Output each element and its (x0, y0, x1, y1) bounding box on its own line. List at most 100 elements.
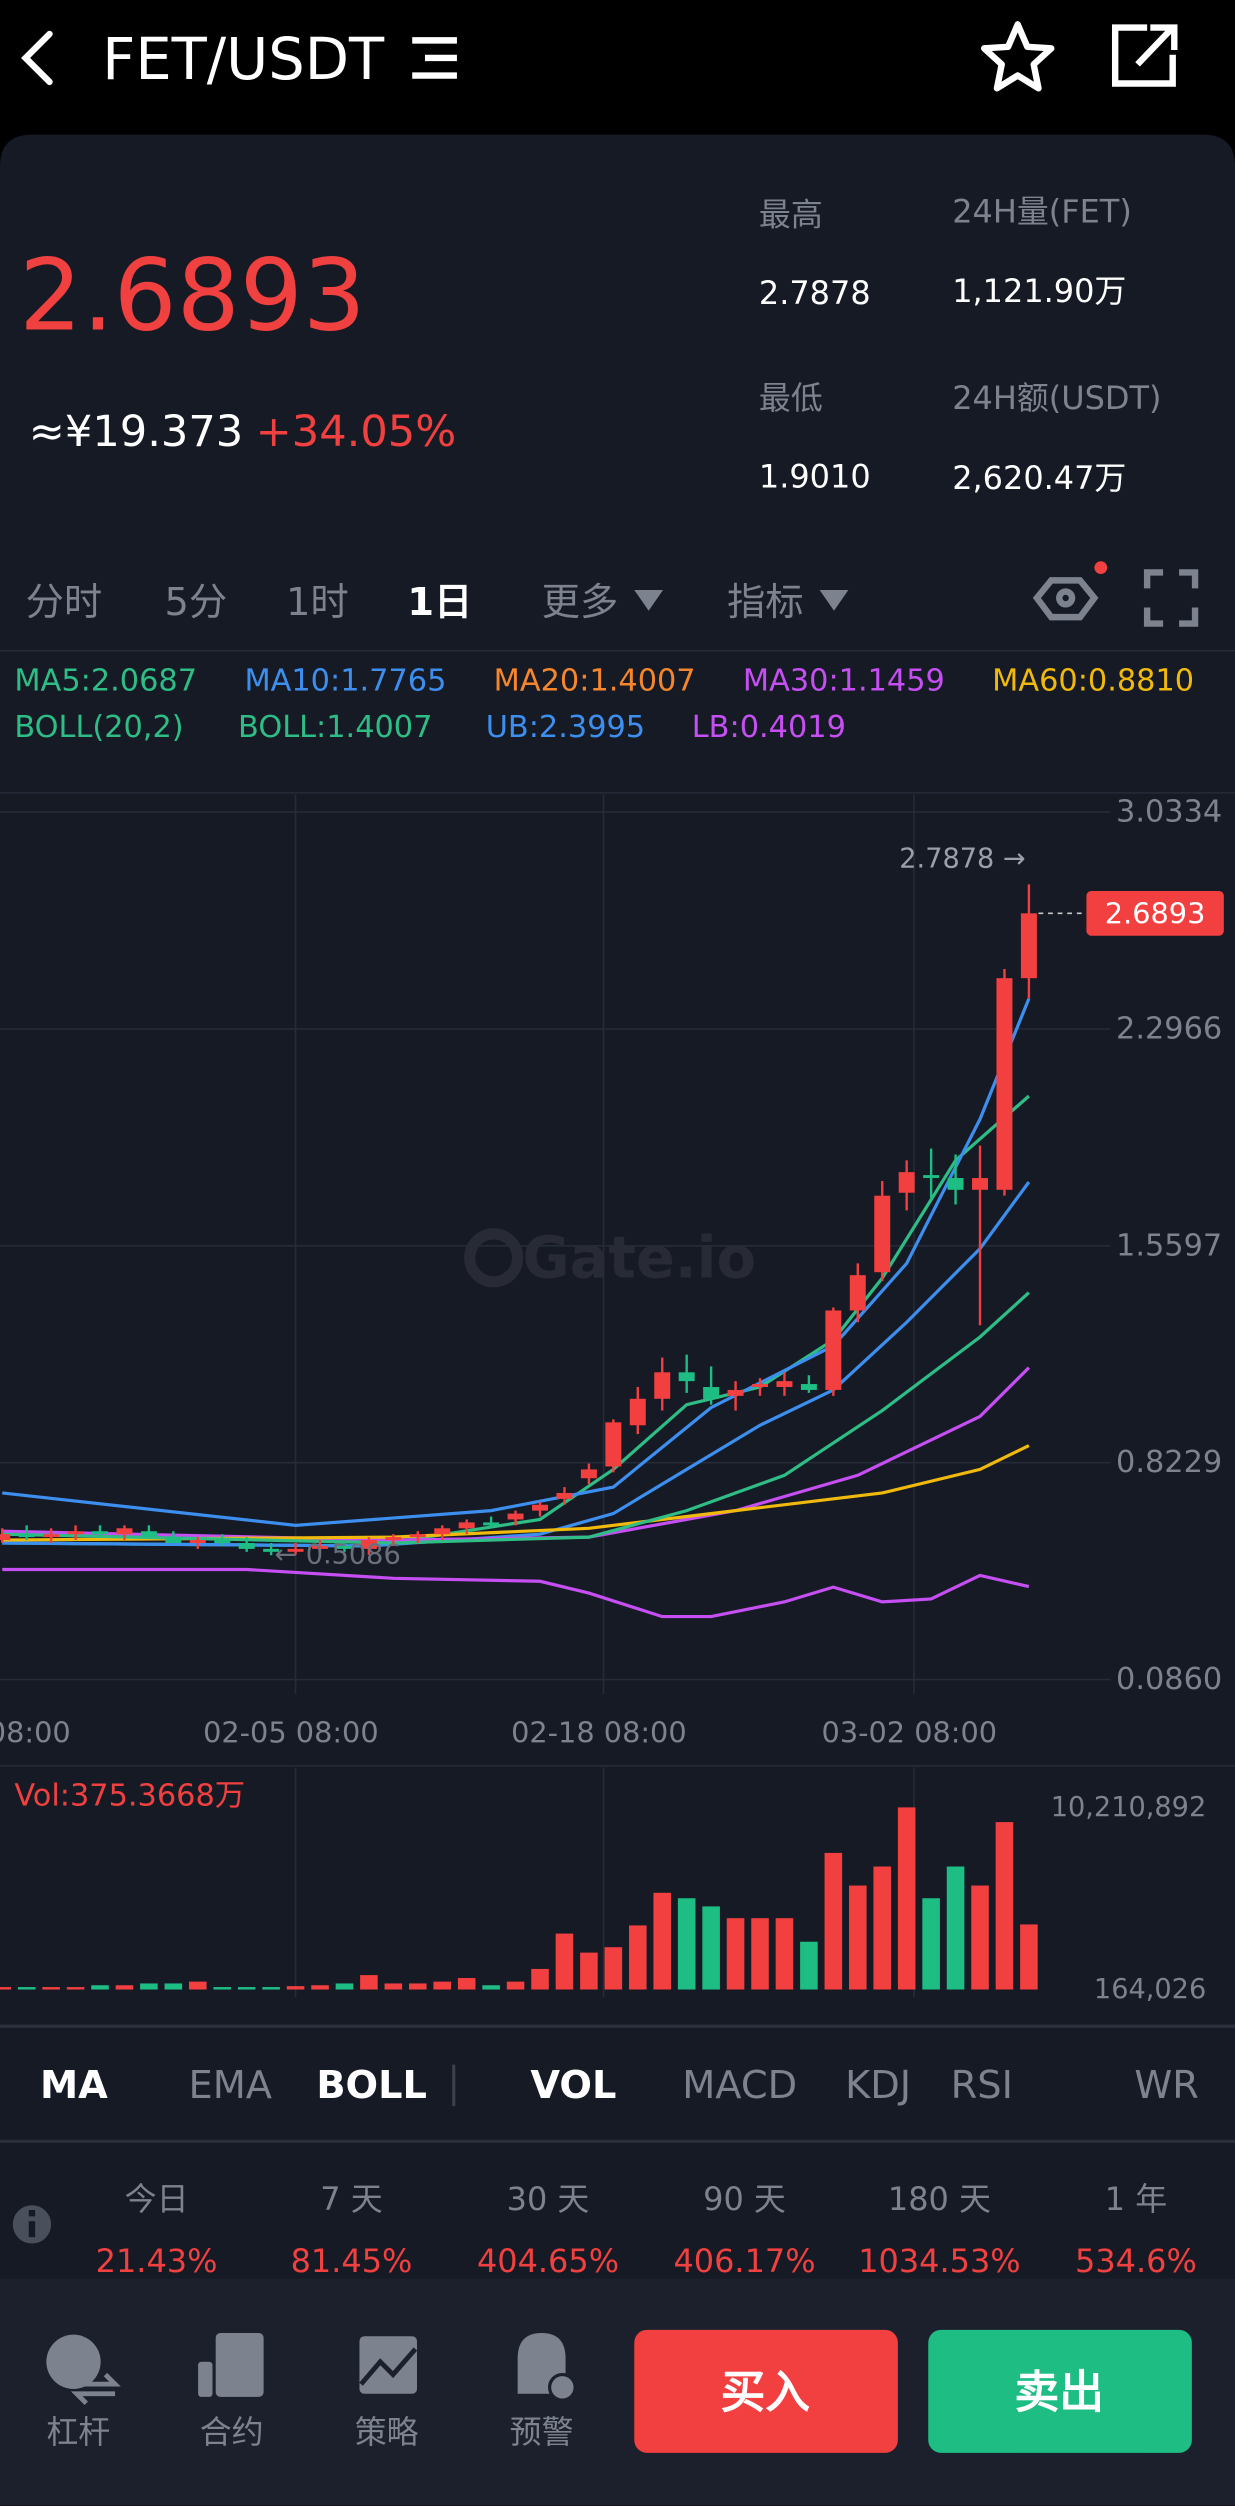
indicator-tab[interactable]: KDJ (845, 2063, 911, 2108)
high-marker: 2.7878 → (899, 843, 1025, 874)
period-tab[interactable]: 5分 (165, 580, 228, 625)
legend-entry[interactable]: MA5:2.0687 (14, 664, 197, 699)
indicator-tab[interactable]: EMA (189, 2063, 273, 2108)
low-marker: ← 0.5086 (274, 1540, 400, 1571)
performance-value: 81.45% (291, 2242, 413, 2280)
legend-entry[interactable]: MA60:0.8810 (992, 664, 1194, 699)
indicator-line (2, 1094, 1030, 1548)
volume-tick-label: 164,026 (1094, 1974, 1206, 2005)
fullscreen-icon[interactable] (1143, 569, 1199, 627)
indicator-label: BOLL(20,2) (14, 710, 183, 745)
volume-bar (409, 1983, 427, 1990)
legend-entry[interactable]: BOLL:1.4007 (238, 710, 432, 745)
candle-body (629, 1398, 646, 1426)
dropdown-arrow (819, 589, 849, 611)
candle-body (116, 1528, 133, 1535)
volume-bar (873, 1866, 892, 1990)
nav-item[interactable]: 策略 (355, 2413, 419, 2451)
stat-value: 1,121.90万 (952, 272, 1126, 310)
volume-bar (213, 1987, 232, 1990)
favorite-icon[interactable] (980, 21, 1055, 92)
buy-button[interactable]: 买入 (721, 2366, 811, 2419)
volume-bar (629, 1925, 647, 1990)
period-tab[interactable]: 指标 (727, 580, 804, 625)
last-price-tag (1086, 890, 1224, 936)
volume-bar (995, 1822, 1014, 1990)
volume-bar (384, 1983, 403, 1990)
indicator-line (2, 1567, 1030, 1619)
candle-body (67, 1531, 84, 1535)
volume-bar (677, 1898, 696, 1990)
volume-bar (115, 1985, 134, 1990)
performance-label: 1 年 (1105, 2180, 1167, 2218)
candle-body (703, 1387, 720, 1399)
period-tab[interactable]: 1时 (286, 580, 349, 625)
volume-bar (775, 1918, 794, 1990)
candle-body (898, 1172, 915, 1193)
volume-bar (17, 1987, 36, 1990)
share-icon[interactable] (1111, 24, 1178, 87)
nav-item[interactable]: 预警 (510, 2413, 574, 2451)
candle-body (972, 1178, 989, 1190)
stat-label: 最高 (759, 196, 823, 234)
candle-body (312, 1545, 329, 1549)
buy-button-bg[interactable] (634, 2329, 898, 2453)
volume-bar (800, 1941, 818, 1990)
performance-label: 180 天 (888, 2180, 991, 2218)
indicator-tab[interactable]: MA (40, 2063, 108, 2108)
nav-icons (46, 2333, 577, 2406)
legend-entry[interactable]: MA20:1.4007 (494, 664, 696, 699)
legend-entry[interactable]: MA10:1.7765 (244, 664, 446, 699)
legend-entry[interactable]: MA30:1.1459 (743, 664, 945, 699)
candle-body (92, 1531, 109, 1535)
legend-entry[interactable]: UB:2.3995 (486, 710, 645, 745)
candle-body (483, 1522, 500, 1526)
candle-body (336, 1545, 353, 1549)
pair-menu-icon[interactable] (412, 37, 457, 79)
volume-bar (335, 1983, 354, 1990)
volume-bar (42, 1987, 60, 1990)
back-button[interactable] (21, 30, 53, 86)
stat-value: 2,620.47万 (952, 459, 1126, 497)
candle-body (360, 1540, 377, 1549)
candle-body (996, 978, 1013, 1190)
legend-entry[interactable]: LB:0.4019 (692, 710, 846, 745)
candle-body (727, 1389, 744, 1396)
indicator-tab[interactable]: RSI (951, 2063, 1013, 2108)
candle-body (287, 1548, 304, 1552)
settings-icon[interactable] (1032, 577, 1099, 621)
candle-body (752, 1384, 769, 1388)
y-tick-label: 3.0334 (1116, 795, 1222, 830)
volume-bar (164, 1983, 183, 1990)
info-icon-glyph (28, 2210, 36, 2217)
info-icon-glyph (28, 2221, 36, 2238)
nav-item[interactable]: 杠杆 (46, 2413, 110, 2451)
period-tab[interactable]: 1日 (407, 580, 472, 625)
sell-button[interactable]: 卖出 (1015, 2366, 1104, 2419)
sell-button-bg[interactable] (928, 2329, 1192, 2453)
volume-bar (237, 1987, 256, 1990)
candle-body (434, 1528, 451, 1535)
volume-bar (286, 1986, 305, 1990)
volume-bar (531, 1968, 549, 1990)
period-tab[interactable]: 分时 (26, 580, 103, 625)
candle-body (947, 1178, 964, 1190)
candle-body (263, 1548, 280, 1552)
candle-body (654, 1372, 671, 1399)
period-tab[interactable]: 更多 (542, 580, 619, 625)
nav-item[interactable]: 合约 (200, 2413, 264, 2451)
indicator-tab[interactable]: WR (1134, 2063, 1199, 2108)
candle-body (532, 1504, 549, 1511)
indicator-tab[interactable]: BOLL (316, 2063, 427, 2108)
indicator-tab[interactable]: VOL (530, 2063, 616, 2108)
volume-bar (66, 1987, 85, 1990)
volume-bar (189, 1981, 207, 1990)
change-percent: +34.05% (256, 407, 457, 457)
indicator-tab[interactable]: MACD (682, 2063, 797, 2108)
volume-bar (506, 1981, 525, 1990)
stat-label: 最低 (759, 379, 823, 417)
candle-body (43, 1534, 60, 1538)
volume-bar (824, 1852, 843, 1990)
pair-title[interactable]: FET/USDT (102, 26, 385, 93)
